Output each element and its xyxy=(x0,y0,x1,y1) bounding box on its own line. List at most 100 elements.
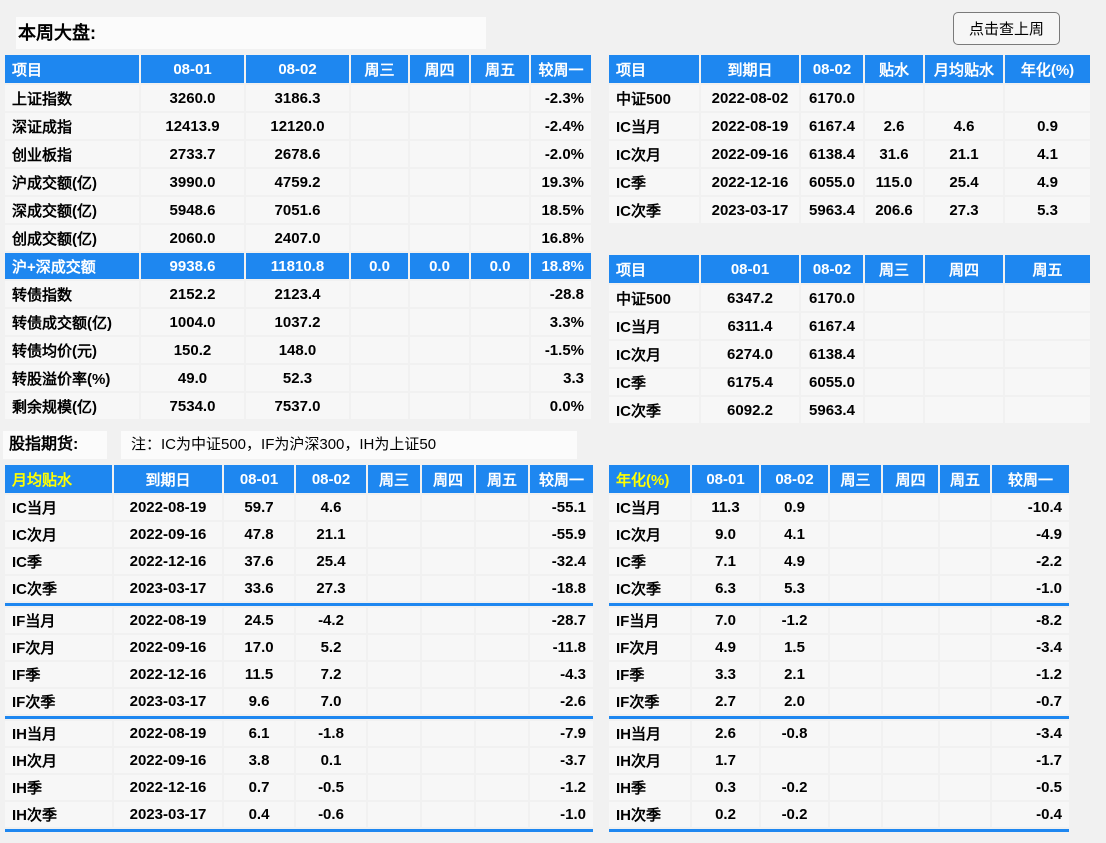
table-row: IC次季 6.3 5.3 -1.0 xyxy=(609,576,1069,601)
table-cell xyxy=(471,197,529,223)
table-cell xyxy=(830,775,881,800)
table-cell: 转债均价(元) xyxy=(5,337,139,363)
table-row: IC次季 2023-03-17 5963.4 206.6 27.3 5.3 xyxy=(609,197,1090,223)
table-cell: IC次月 xyxy=(609,522,690,547)
section-divider-line xyxy=(609,603,1069,606)
table-cell: -3.4 xyxy=(992,635,1069,660)
table-row: IC当月 2022-08-19 6167.4 2.6 4.6 0.9 xyxy=(609,113,1090,139)
table-cell: 2023-03-17 xyxy=(114,802,222,827)
table-cell xyxy=(925,313,1003,339)
table-cell: 4.6 xyxy=(925,113,1003,139)
table-row: 沪+深成交额 9938.6 11810.8 0.0 0.0 0.0 18.8% xyxy=(5,253,591,279)
table-cell: IF季 xyxy=(609,662,690,687)
table-cell: 6.3 xyxy=(692,576,759,601)
table-cell: IC次季 xyxy=(609,576,690,601)
table-cell: 0.9 xyxy=(761,495,828,520)
table-cell: 18.8% xyxy=(531,253,591,279)
table-cell xyxy=(940,748,990,773)
table-cell: IF次季 xyxy=(5,689,112,714)
table-cell: 0.4 xyxy=(224,802,294,827)
table-cell: IH当月 xyxy=(5,721,112,746)
table-cell: -0.4 xyxy=(992,802,1069,827)
table-row: 转债指数 2152.2 2123.4 -28.8 xyxy=(5,281,591,307)
table-cell: -1.2 xyxy=(530,775,593,800)
table-row: IF季 3.3 2.1 -1.2 xyxy=(609,662,1069,687)
column-header: 项目 xyxy=(609,255,699,283)
table-row: IH季 0.3 -0.2 -0.5 xyxy=(609,775,1069,800)
table-cell: 21.1 xyxy=(925,141,1003,167)
table-cell: 2123.4 xyxy=(246,281,349,307)
table-cell: 6175.4 xyxy=(701,369,799,395)
header-row: 项目 到期日 08-02 贴水 月均贴水 年化(%) xyxy=(609,55,1090,83)
table-cell xyxy=(940,635,990,660)
column-header: 周三 xyxy=(368,465,420,493)
table-cell: 创业板指 xyxy=(5,141,139,167)
table-cell xyxy=(422,748,474,773)
table-cell: 6138.4 xyxy=(801,141,863,167)
table-cell xyxy=(476,495,528,520)
table-cell xyxy=(883,689,938,714)
table-cell: 4759.2 xyxy=(246,169,349,195)
table-cell: 5.3 xyxy=(1005,197,1090,223)
table-cell xyxy=(471,141,529,167)
table-cell: 2023-03-17 xyxy=(114,576,222,601)
table-cell xyxy=(925,285,1003,311)
table-cell xyxy=(883,802,938,827)
table-cell xyxy=(422,775,474,800)
table-cell xyxy=(476,775,528,800)
table-cell: IH次月 xyxy=(5,748,112,773)
table-cell xyxy=(883,495,938,520)
column-header: 月均贴水 xyxy=(925,55,1003,83)
header-row: 项目 08-01 08-02 周三 周四 周五 较周一 xyxy=(5,55,591,83)
table-cell: -0.6 xyxy=(296,802,366,827)
table-cell: IC次月 xyxy=(609,341,699,367)
table-cell xyxy=(883,662,938,687)
view-last-week-button[interactable]: 点击查上周 xyxy=(953,12,1061,45)
table-cell xyxy=(410,169,469,195)
table-cell xyxy=(368,689,420,714)
table-cell: 24.5 xyxy=(224,608,294,633)
table-cell: 2022-08-19 xyxy=(114,608,222,633)
table-cell: 2152.2 xyxy=(141,281,244,307)
table-cell: 2022-09-16 xyxy=(114,522,222,547)
table-row: IF季 2022-12-16 11.5 7.2 -4.3 xyxy=(5,662,593,687)
table-cell: 0.3 xyxy=(692,775,759,800)
table-cell xyxy=(422,662,474,687)
section-divider xyxy=(5,603,593,606)
table-cell: -32.4 xyxy=(530,549,593,574)
table-cell: IF次季 xyxy=(609,689,690,714)
table-cell xyxy=(925,369,1003,395)
table-row: 沪成交额(亿) 3990.0 4759.2 19.3% xyxy=(5,169,591,195)
table-cell xyxy=(471,169,529,195)
table-cell xyxy=(410,393,469,419)
table-row: IC季 2022-12-16 37.6 25.4 -32.4 xyxy=(5,549,593,574)
table-cell xyxy=(865,369,923,395)
table-cell: 6274.0 xyxy=(701,341,799,367)
table-cell: -4.2 xyxy=(296,608,366,633)
table-cell: 7537.0 xyxy=(246,393,349,419)
table-cell xyxy=(368,549,420,574)
table-cell: 4.6 xyxy=(296,495,366,520)
table-cell: 沪成交额(亿) xyxy=(5,169,139,195)
column-header: 08-02 xyxy=(761,465,828,493)
table-cell xyxy=(925,85,1003,111)
table-cell: 31.6 xyxy=(865,141,923,167)
table-cell: 转债成交额(亿) xyxy=(5,309,139,335)
table-cell: -2.0% xyxy=(531,141,591,167)
table-cell: 3.3 xyxy=(692,662,759,687)
table-row: IC当月 6311.4 6167.4 xyxy=(609,313,1090,339)
table-row: 中证500 2022-08-02 6170.0 xyxy=(609,85,1090,111)
table-cell: IH次季 xyxy=(609,802,690,827)
table-cell: 2022-12-16 xyxy=(701,169,799,195)
table-cell: 33.6 xyxy=(224,576,294,601)
section-divider xyxy=(609,716,1069,719)
column-header: 较周一 xyxy=(531,55,591,83)
table-cell xyxy=(410,141,469,167)
table-cell: 3.3 xyxy=(531,365,591,391)
section-divider-line xyxy=(5,716,593,719)
table-cell: IC季 xyxy=(609,369,699,395)
table-cell xyxy=(368,721,420,746)
column-header: 较周一 xyxy=(530,465,593,493)
table-cell xyxy=(471,393,529,419)
table-cell: 1.5 xyxy=(761,635,828,660)
